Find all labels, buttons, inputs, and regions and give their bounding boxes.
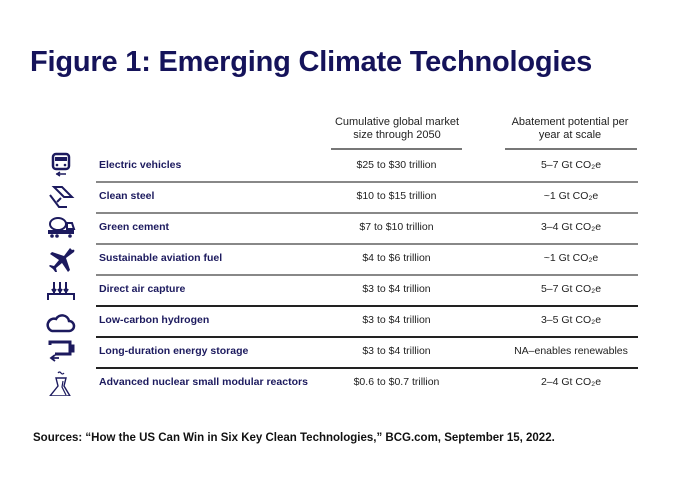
market-size: $3 to $4 trillion bbox=[362, 283, 431, 295]
battery-icon bbox=[48, 340, 75, 362]
row-divider bbox=[96, 336, 638, 338]
technology-name: Low-carbon hydrogen bbox=[99, 314, 210, 326]
market-size: $25 to $30 trillion bbox=[356, 159, 437, 171]
abatement-potential: 5–7 Gt CO₂e bbox=[540, 283, 602, 295]
table-row: Clean steel $10 to $15 trillion ~1 Gt CO₂e bbox=[0, 181, 700, 212]
table-row: Advanced nuclear small modular reactors $… bbox=[0, 367, 700, 398]
market-size: $7 to $10 trillion bbox=[359, 221, 434, 233]
column-header-market: Cumulative global market size through 20… bbox=[334, 116, 460, 141]
market-size: $3 to $4 trillion bbox=[362, 345, 431, 357]
cloud-icon bbox=[46, 314, 76, 333]
market-size: $10 to $15 trillion bbox=[356, 190, 437, 202]
market-size: $3 to $4 trillion bbox=[362, 314, 431, 326]
technology-name: Long-duration energy storage bbox=[99, 345, 249, 357]
technology-name: Direct air capture bbox=[99, 283, 186, 295]
column-header-abatement: Abatement potential per year at scale bbox=[511, 116, 629, 141]
airplane-icon bbox=[49, 248, 75, 272]
abatement-potential: ~1 Gt CO₂e bbox=[543, 190, 599, 202]
technology-name: Electric vehicles bbox=[99, 159, 182, 171]
abatement-potential: NA–enables renewables bbox=[514, 345, 628, 357]
row-divider bbox=[96, 181, 638, 183]
sources-note: Sources: “How the US Can Win in Six Key … bbox=[33, 432, 555, 444]
cooling-tower-icon bbox=[49, 371, 71, 396]
row-divider bbox=[96, 274, 638, 276]
air-capture-icon bbox=[47, 282, 75, 300]
market-size: $4 to $6 trillion bbox=[362, 252, 431, 264]
row-divider bbox=[96, 243, 638, 245]
table-row: Green cement $7 to $10 trillion 3–4 Gt CO₂… bbox=[0, 212, 700, 243]
steel-beam-icon bbox=[49, 186, 75, 208]
row-divider bbox=[96, 212, 638, 214]
market-size: $0.6 to $0.7 trillion bbox=[353, 376, 440, 388]
table-row: Electric vehicles $25 to $30 trillion 5–7 … bbox=[0, 150, 700, 181]
abatement-potential: 2–4 Gt CO₂e bbox=[540, 376, 602, 388]
table-row: Direct air capture $3 to $4 trillion 5–7 G… bbox=[0, 274, 700, 305]
table-row: Low-carbon hydrogen $3 to $4 trillion 3–5 … bbox=[0, 305, 700, 336]
row-divider bbox=[96, 305, 638, 307]
abatement-potential: ~1 Gt CO₂e bbox=[543, 252, 599, 264]
technology-name: Green cement bbox=[99, 221, 170, 233]
abatement-potential: 3–4 Gt CO₂e bbox=[540, 221, 602, 233]
abatement-potential: 3–5 Gt CO₂e bbox=[540, 314, 602, 326]
electric-car-icon bbox=[51, 152, 71, 177]
row-divider bbox=[96, 367, 638, 369]
figure-title: Figure 1: Emerging Climate Technologies bbox=[30, 46, 593, 78]
technology-name: Sustainable aviation fuel bbox=[99, 252, 223, 264]
table-row: Long-duration energy storage $3 to $4 tri… bbox=[0, 336, 700, 367]
table-row: Sustainable aviation fuel $4 to $6 trilli… bbox=[0, 243, 700, 274]
header-rule bbox=[331, 148, 462, 150]
technology-name: Clean steel bbox=[99, 190, 155, 202]
technology-name: Advanced nuclear small modular reactors bbox=[99, 376, 308, 388]
abatement-potential: 5–7 Gt CO₂e bbox=[540, 159, 602, 171]
header-rule bbox=[505, 148, 637, 150]
cement-mixer-icon bbox=[48, 217, 76, 238]
